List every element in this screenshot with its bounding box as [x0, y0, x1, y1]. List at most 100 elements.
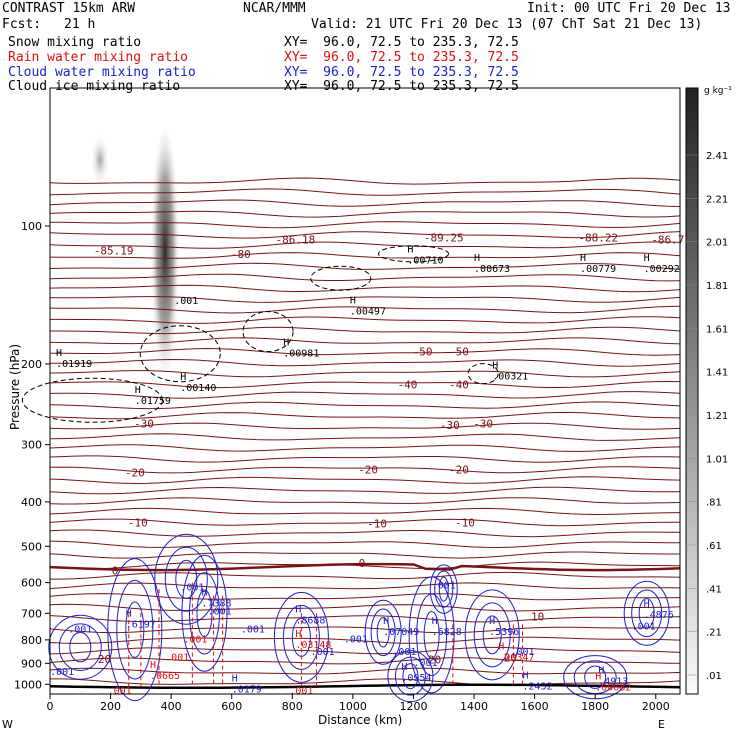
colorbar-label: 2.01 — [706, 238, 728, 249]
extremum-marker: H — [350, 296, 356, 307]
contour-label: .001 — [50, 667, 74, 678]
temperature-isotherm — [49, 241, 681, 249]
x-tick-label: 200 — [100, 700, 121, 713]
temperature-label: -10 — [455, 517, 475, 530]
extremum: H.00082 — [595, 671, 631, 693]
extremum-marker: H — [580, 253, 586, 264]
contour-label: .001 — [632, 622, 656, 633]
temperature-isotherm — [49, 370, 681, 378]
extremum-marker: H — [126, 608, 132, 619]
contour-label: .001 — [108, 686, 132, 697]
cloud-water-contour — [69, 632, 92, 663]
y-tick-label: 900 — [21, 657, 42, 670]
colorbar: 2.41 2.21 2.01 1.81 1.61 1.41 1.21 1.01 .81 .61 .4… — [685, 87, 728, 695]
temperature-isotherm — [49, 529, 680, 538]
extremum: H.00347 — [498, 641, 534, 663]
extremum-value: .2432 — [523, 681, 553, 692]
temperature-isotherm — [49, 210, 681, 218]
extremum-value: .00292 — [644, 264, 680, 275]
temperature-label: -50 — [413, 346, 433, 359]
y-tick-label: 400 — [21, 496, 42, 509]
cloud-water-contour — [164, 546, 208, 612]
init-time: Init: 00 UTC Fri 20 Dec 13 — [527, 1, 731, 16]
temperature-label: -30 — [473, 418, 493, 431]
contour-label: .001 — [208, 606, 232, 617]
temperature-isotherm — [49, 657, 681, 665]
cloud-water-contour — [464, 589, 520, 681]
y-tick-label: 200 — [21, 358, 42, 371]
cloud-water-contour — [48, 614, 113, 680]
temperature-isotherm — [49, 422, 681, 430]
contour-label: .001 — [344, 635, 368, 646]
extremum-marker: H — [401, 662, 407, 673]
field-xy-snow: XY= 96.0, 72.5 to 235.3, 72.5 — [284, 35, 519, 50]
colorbar-label: 2.21 — [706, 194, 728, 205]
temperature-label: 0 — [359, 557, 366, 570]
contour-label: .001 — [180, 583, 204, 594]
extremum-marker: H — [407, 245, 413, 256]
colorbar-label: 1.41 — [706, 368, 728, 379]
extremum: H.6197 — [126, 608, 156, 630]
temperature-isotherm — [49, 603, 681, 612]
colorbar-label: 1.81 — [706, 281, 728, 292]
extremum-marker: H — [644, 599, 650, 610]
field-name-snow: Snow mixing ratio — [8, 35, 142, 50]
cloud-water-contour — [116, 579, 154, 680]
temperature-isotherm — [49, 199, 681, 207]
extremum-marker: H — [283, 337, 289, 348]
extremum-value: .00321 — [492, 372, 528, 383]
temperature-label: -10 — [367, 518, 387, 531]
temperature-isotherm — [49, 455, 681, 463]
extremum-value: .00497 — [350, 307, 386, 318]
extremum: H.2432 — [523, 670, 553, 692]
cloud-water-contour — [394, 656, 426, 696]
temperature-label: -40 — [397, 379, 417, 392]
extremum: H.03148 — [295, 629, 331, 651]
field-xy-cloud-ice: XY= 96.0, 72.5 to 235.3, 72.5 — [284, 79, 519, 94]
extremum-marker: H — [201, 588, 207, 599]
x-tick-label: 1800 — [581, 700, 609, 713]
x-tick-label: 1400 — [460, 700, 488, 713]
temperature-isotherm — [49, 177, 681, 185]
extremum-marker: H — [295, 605, 301, 616]
temperature-label: -85.19 — [94, 244, 134, 257]
extremum: H.00292 — [644, 253, 680, 275]
temperature-label: -86.18 — [275, 233, 315, 246]
x-tick-label: 1200 — [399, 700, 427, 713]
extremum-value: .00673 — [474, 264, 510, 275]
temperature-isotherm — [50, 316, 681, 324]
temperature-isotherm — [49, 391, 681, 399]
extremum: H.7388 — [201, 588, 231, 610]
temperature-label: -20 — [358, 464, 378, 477]
forecast-hour: 21 h — [64, 17, 96, 32]
extremum: H.00673 — [474, 253, 510, 275]
cloud-water-contour — [402, 663, 419, 690]
extremum: H.01919 — [56, 348, 92, 370]
extremum-value: .01919 — [56, 359, 92, 370]
temperature-isotherm — [49, 561, 681, 570]
temperature-label: 20 — [428, 653, 441, 666]
colorbar-label: .81 — [706, 498, 722, 509]
extremum-value: .6197 — [126, 619, 156, 630]
rain-contours — [128, 582, 523, 687]
field-name-rain: Rain water mixing ratio — [8, 50, 189, 65]
extremum: H.00140 — [180, 372, 216, 394]
temperature-label: -88.22 — [578, 232, 618, 245]
temperature-labels: -85.19 -80 -86.18 -89.25 -88.22 -86.7 -50 -50 -4… — [94, 232, 685, 667]
temperature-label: -10 — [128, 517, 148, 530]
temperature-isotherm — [49, 593, 681, 601]
extremum-value: .00347 — [498, 652, 534, 663]
temperature-isotherm — [49, 401, 681, 410]
temperature-isotherm — [49, 412, 681, 420]
colorbar-label: .61 — [706, 541, 722, 552]
extremum-value: .00140 — [180, 383, 216, 394]
extremum-marker: H — [474, 253, 480, 264]
y-axis-title: Pressure (hPa) — [8, 343, 22, 431]
extremum: H.0179 — [232, 673, 262, 695]
extremum-value: .0954 — [401, 673, 431, 684]
temperature-contours — [49, 177, 681, 690]
temperature-isotherm — [49, 466, 681, 474]
extremum: H.00779 — [580, 253, 616, 275]
extremum-marker: H — [489, 616, 495, 627]
contour-label: .001 — [289, 686, 313, 697]
